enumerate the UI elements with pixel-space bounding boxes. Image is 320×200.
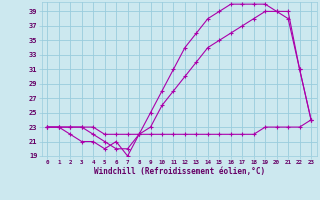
X-axis label: Windchill (Refroidissement éolien,°C): Windchill (Refroidissement éolien,°C) bbox=[94, 167, 265, 176]
